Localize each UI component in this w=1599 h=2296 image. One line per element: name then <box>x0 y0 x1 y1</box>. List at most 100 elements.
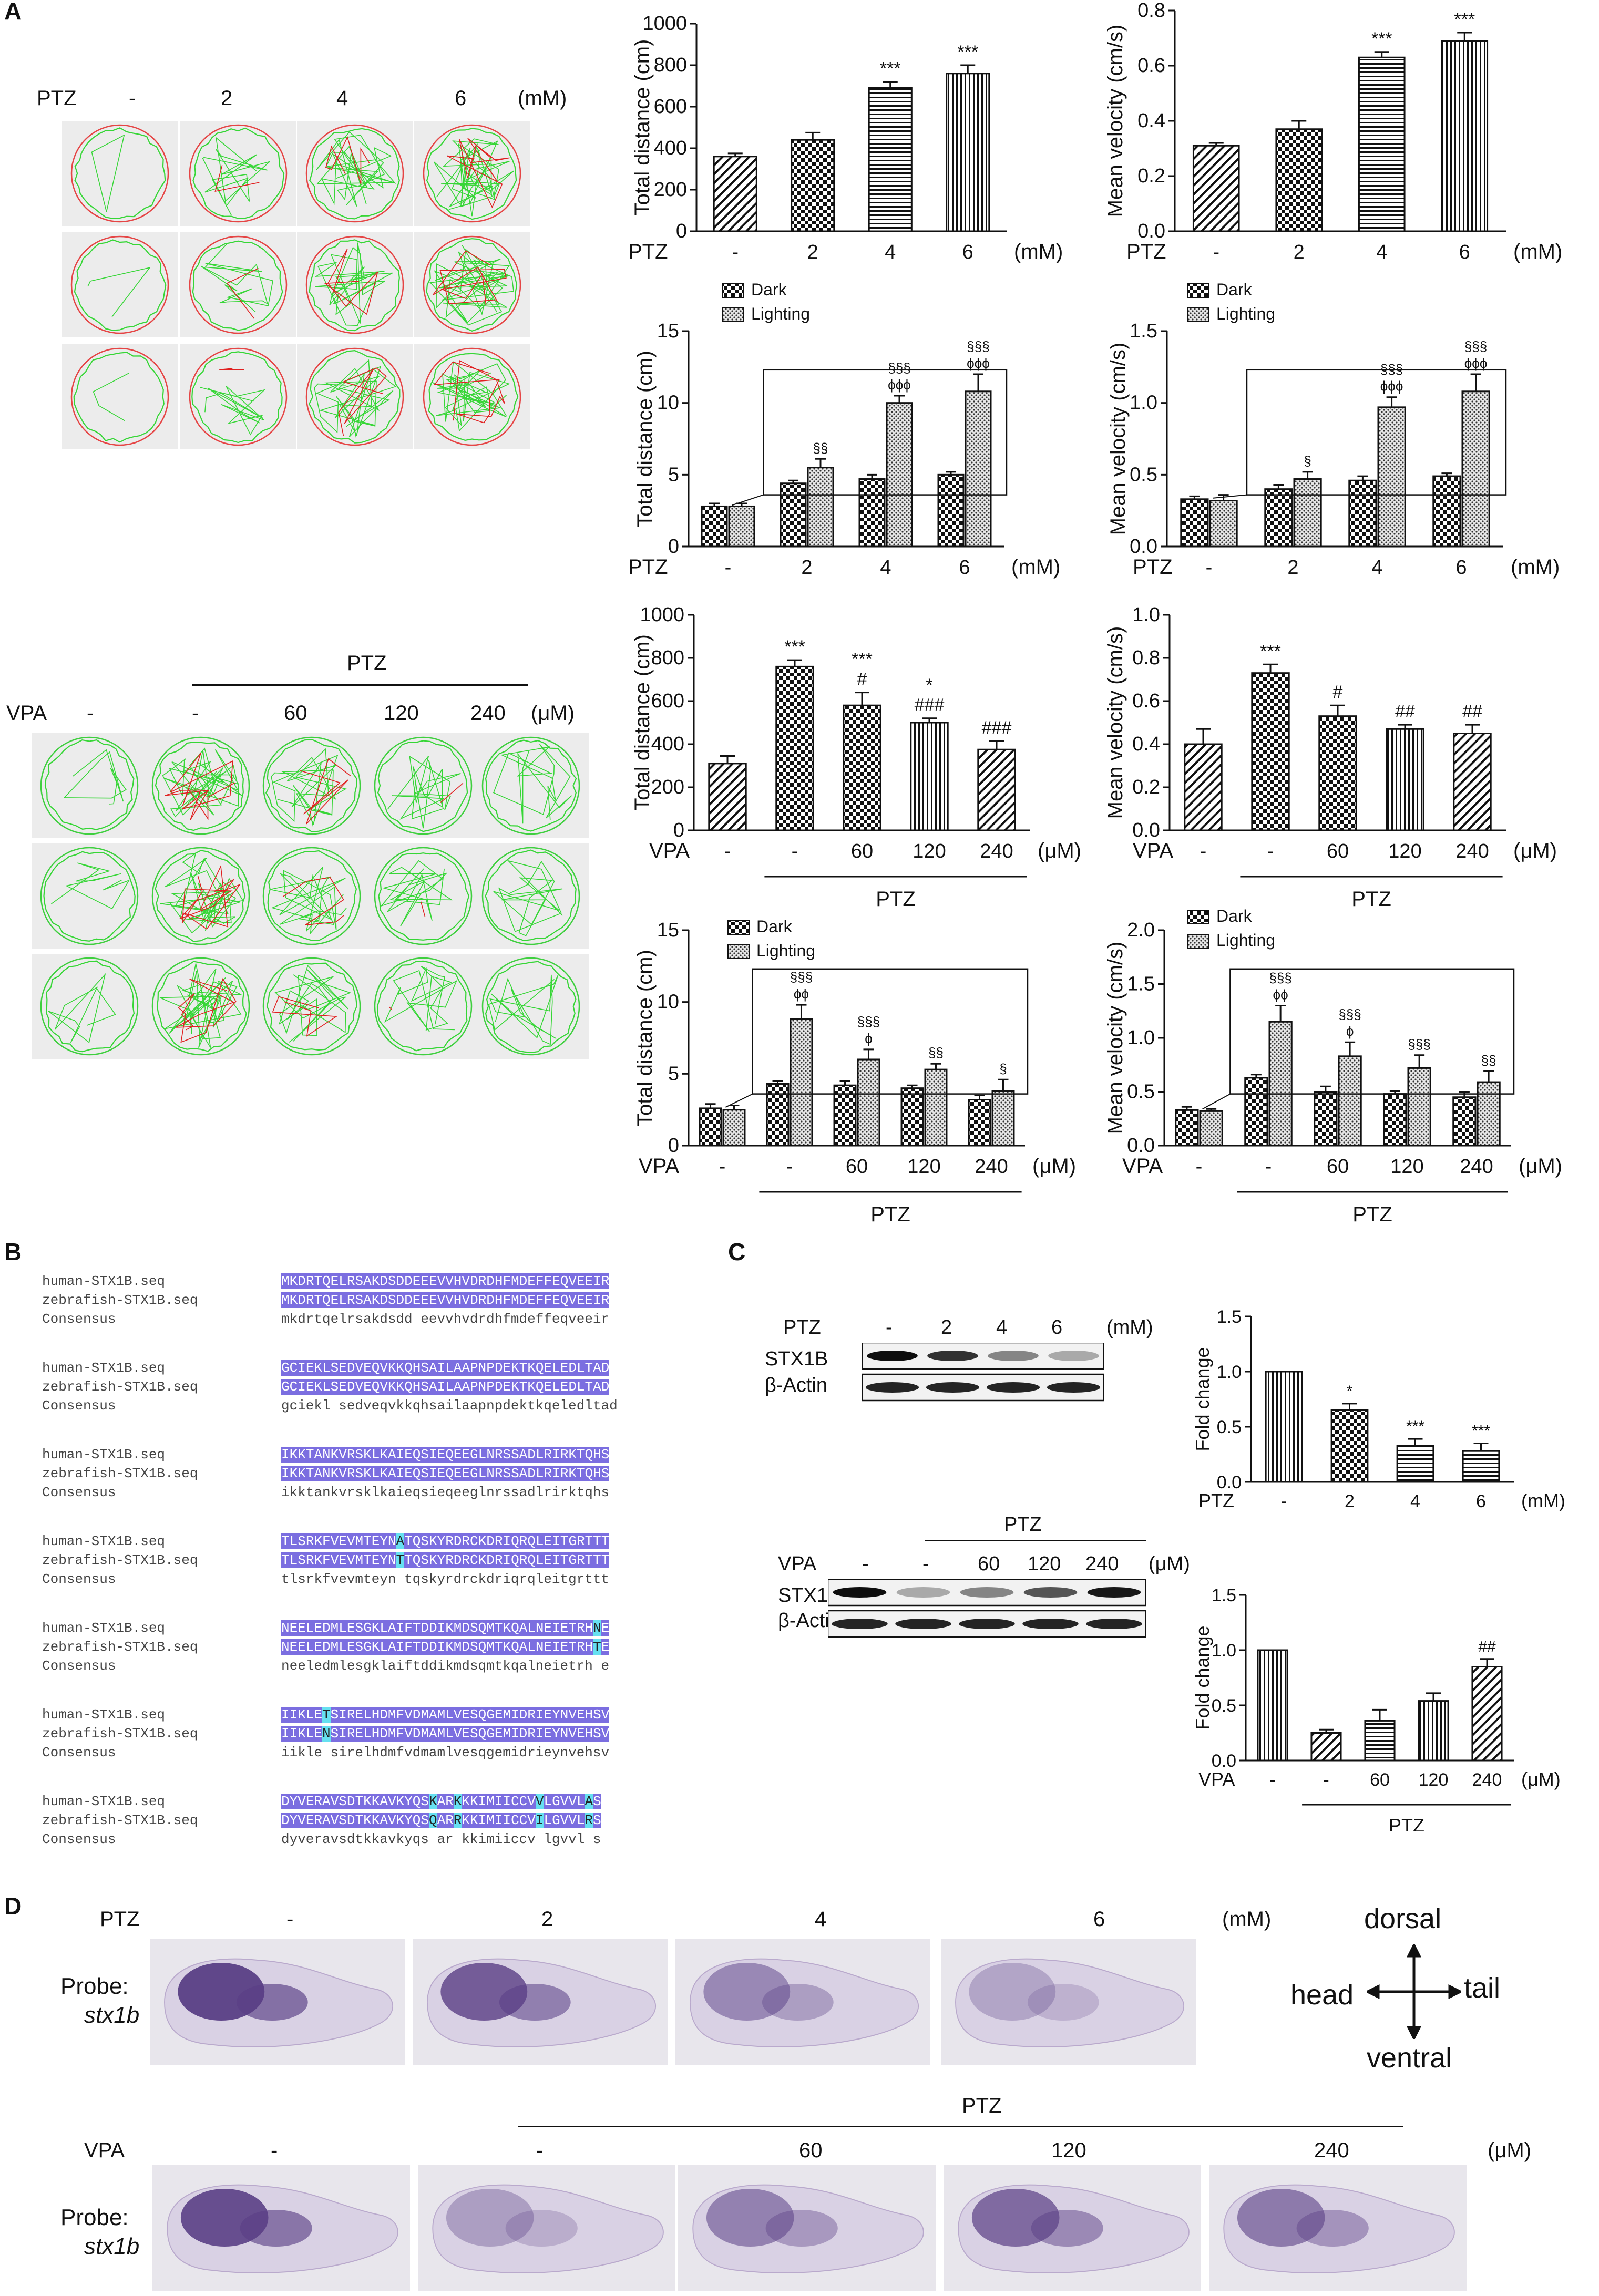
sequence-name: human-STX1B.seq <box>42 1620 166 1636</box>
bar <box>1310 1732 1342 1762</box>
y-tick-label: 1.0 <box>1217 1362 1242 1382</box>
sequence-name: Consensus <box>42 1571 116 1587</box>
probe-label: Probe: <box>60 1973 129 1999</box>
x-tick-label: - <box>1267 840 1274 862</box>
significance-label: *** <box>852 650 873 670</box>
legend-label: Lighting <box>1216 931 1275 950</box>
blot-band <box>986 1382 1040 1393</box>
tracking-well <box>365 733 481 838</box>
tracking-well <box>414 344 530 449</box>
tracking-well <box>365 843 481 949</box>
blot-band <box>927 1351 978 1361</box>
drug-label: VPA <box>6 702 47 725</box>
sequence-line: dyveravsdtkkavkyqs ar kkimiiccv lgvvl s <box>281 1831 601 1847</box>
bar <box>1318 715 1357 831</box>
drug-label: PTZ <box>628 240 668 263</box>
y-axis-label: Fold change <box>1192 1347 1213 1451</box>
dose-label: 4 <box>336 87 348 110</box>
bar <box>1386 728 1424 831</box>
bar-lighting <box>1461 390 1490 548</box>
bar-lighting <box>1268 1021 1293 1147</box>
sequence-line: IIKLENSIRELHDMFVDMAMLVESQGEMIDRIEYNVEHSV <box>281 1726 610 1742</box>
unit-label: (μM) <box>1519 1155 1562 1178</box>
x-tick-label: 4 <box>1376 241 1387 263</box>
x-tick-label: 6 <box>962 241 973 263</box>
drug-label: VPA <box>1122 1155 1163 1178</box>
sequence-name: zebrafish-STX1B.seq <box>42 1639 198 1655</box>
drug-label: PTZ <box>628 555 668 579</box>
sequence-line: TLSRKFVEVMTEYNATQSKYRDRCKDRIQRQLEITGRTTT <box>281 1533 610 1549</box>
tracking-well <box>62 232 178 337</box>
y-tick-label: 0.0 <box>1212 1751 1236 1771</box>
y-tick-label: 1.0 <box>1127 1027 1155 1049</box>
unit-label: (μM) <box>1038 839 1081 862</box>
significance-label: *** <box>1371 29 1392 49</box>
y-tick-label: 0 <box>668 536 679 558</box>
drug-top-label: PTZ <box>1352 1203 1392 1226</box>
drug-label: PTZ <box>1126 240 1166 263</box>
y-tick-label: 1000 <box>642 13 687 35</box>
x-tick-label: - <box>1196 1156 1203 1178</box>
blot-band <box>1087 1587 1141 1598</box>
significance-label: §§§ <box>967 338 989 354</box>
dose-label: 240 <box>470 702 506 725</box>
drug-top-label: PTZ <box>876 888 916 911</box>
legend: Dark Lighting <box>722 280 810 323</box>
drug-label: PTZ <box>783 1316 821 1339</box>
bar <box>713 156 757 232</box>
dose-label: 6 <box>455 87 467 110</box>
legend-swatch <box>1187 307 1210 322</box>
unit-label: (mM) <box>1521 1490 1565 1511</box>
x-tick-label: 60 <box>1327 840 1349 862</box>
blot-band <box>959 1619 1015 1629</box>
sequence-name: human-STX1B.seq <box>42 1794 166 1809</box>
drug-top-label: PTZ <box>962 2094 1002 2117</box>
significance-label: ## <box>1395 702 1415 722</box>
panel-label-d: D <box>4 1892 22 1920</box>
inset-connector <box>725 1093 753 1108</box>
y-axis-label: Mean velocity (cm/s) <box>1106 343 1130 536</box>
sequence-name: human-STX1B.seq <box>42 1273 166 1289</box>
legend: Dark Lighting <box>1187 907 1275 950</box>
tracking-well <box>180 121 296 226</box>
bar-lighting <box>1377 406 1406 548</box>
x-tick-label: - <box>1213 241 1219 263</box>
sequence-line: NEELEDMLESGKLAIFTDDIKMDSQMTKQALNEIETRHTE <box>281 1639 610 1655</box>
x-tick-label: 4 <box>1371 557 1382 579</box>
dose-label: 4 <box>815 1908 827 1931</box>
dose-label: - <box>886 1316 893 1339</box>
x-tick-label: 60 <box>851 840 873 862</box>
unit-label: (mM) <box>1014 240 1063 263</box>
y-tick-label: 0 <box>676 220 687 242</box>
bar <box>775 665 814 831</box>
tracking-well <box>143 954 259 1059</box>
x-tick-label: 60 <box>1327 1156 1349 1178</box>
orientation-arrows-icon <box>1367 1944 1461 2039</box>
embryo-image <box>150 1939 405 2065</box>
y-tick-label: 600 <box>654 96 687 118</box>
drug-top-label: PTZ <box>1004 1513 1042 1536</box>
bar-lighting <box>1199 1110 1223 1147</box>
dose-label: 6 <box>1093 1908 1105 1931</box>
y-tick-label: 0.0 <box>1217 1473 1242 1492</box>
x-tick-label: 2 <box>1294 241 1305 263</box>
significance-label: *** <box>1454 9 1475 29</box>
bar <box>946 73 990 232</box>
significance-label: § <box>999 1061 1007 1076</box>
dose-label: 2 <box>941 1316 952 1339</box>
inset-box <box>1246 369 1507 496</box>
panel-label-b: B <box>4 1238 22 1265</box>
x-tick-label: - <box>1265 1156 1272 1178</box>
tracking-well <box>473 954 589 1059</box>
legend-swatch <box>1187 283 1210 298</box>
sequence-line: DYVERAVSDTKKAVKYQSKARKKKIMIICCVVLGVVLAS <box>281 1794 601 1809</box>
chart-c2-fold-change-vpa: 0.0 0.5 1.0 1.5 Fold change - - 60 120 ## 240 VPA (μ… <box>1192 1585 1561 1831</box>
blot-band <box>960 1587 1014 1598</box>
bar <box>1275 128 1323 232</box>
sequence-line: TLSRKFVEVMTEYNTTQSKYRDRCKDRIQRQLEITGRTTT <box>281 1552 610 1568</box>
bar-lighting <box>1338 1055 1362 1147</box>
embryo-image <box>944 2165 1201 2291</box>
drug-top-label: PTZ <box>870 1203 910 1226</box>
dose-label: - <box>192 702 199 725</box>
